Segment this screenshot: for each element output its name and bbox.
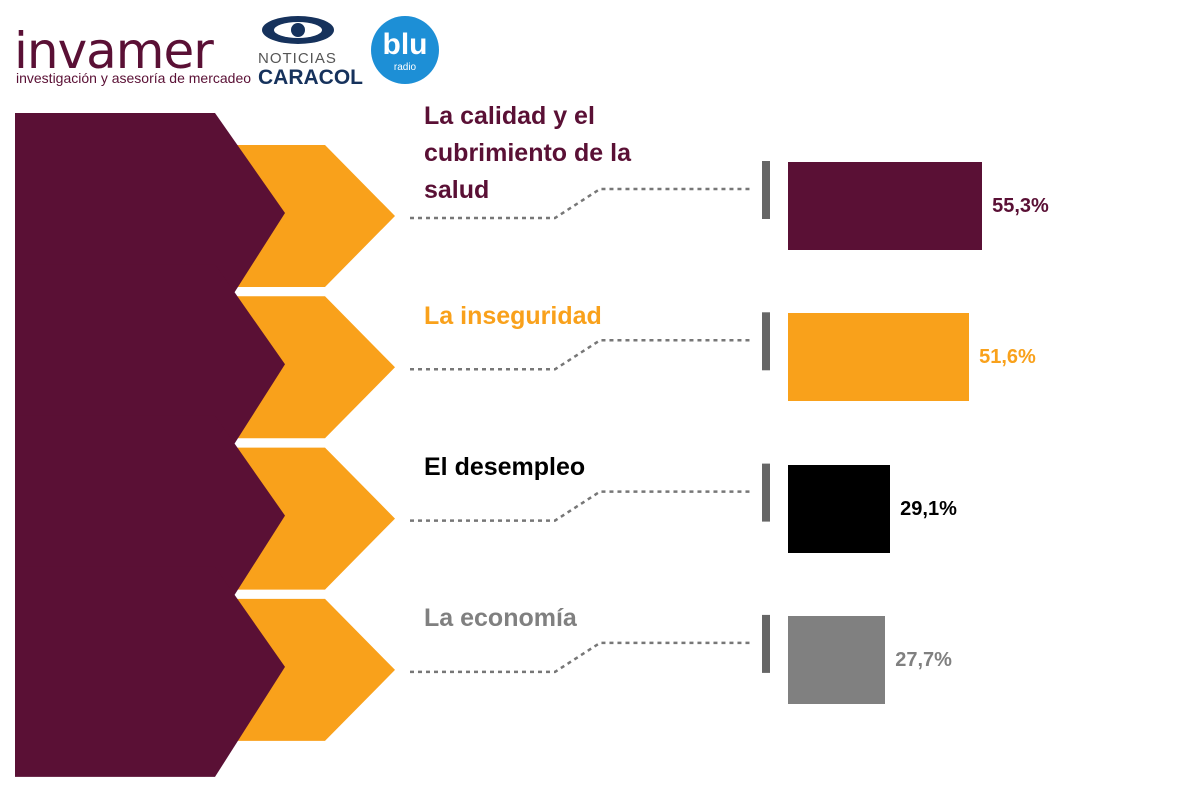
connector: [410, 641, 750, 674]
tick: [762, 463, 770, 522]
chevron-maroon: [15, 566, 285, 777]
tick: [762, 161, 770, 219]
connector: [410, 187, 750, 220]
category-label: La economía: [424, 604, 577, 632]
blu-circle: [371, 16, 439, 84]
value-label: 29,1%: [900, 497, 957, 520]
caracol-bottom: CARACOL: [258, 66, 363, 89]
category-label: La calidad y el cubrimiento de la salud: [424, 102, 631, 204]
bar: [788, 162, 983, 250]
invamer-tagline: investigación y asesoría de mercadeo: [16, 70, 252, 86]
value-label: 51,6%: [979, 346, 1036, 369]
blu-sub: radio: [393, 62, 417, 73]
value-label: 55,3%: [992, 195, 1049, 217]
caracol-top: NOTICIAS: [258, 50, 337, 67]
bar: [788, 464, 891, 553]
bar: [788, 313, 970, 402]
bar: [788, 615, 886, 704]
tick: [762, 312, 770, 371]
connector: [410, 339, 750, 371]
caracol-eye: [262, 16, 334, 44]
invamer-logo: invamer: [14, 22, 214, 80]
blu-name: blu: [382, 28, 428, 61]
value-label: 27,7%: [895, 648, 952, 671]
tick: [762, 614, 770, 673]
connector: [410, 490, 750, 522]
category-label: El desempleo: [424, 453, 586, 481]
category-label: La inseguridad: [424, 302, 602, 330]
